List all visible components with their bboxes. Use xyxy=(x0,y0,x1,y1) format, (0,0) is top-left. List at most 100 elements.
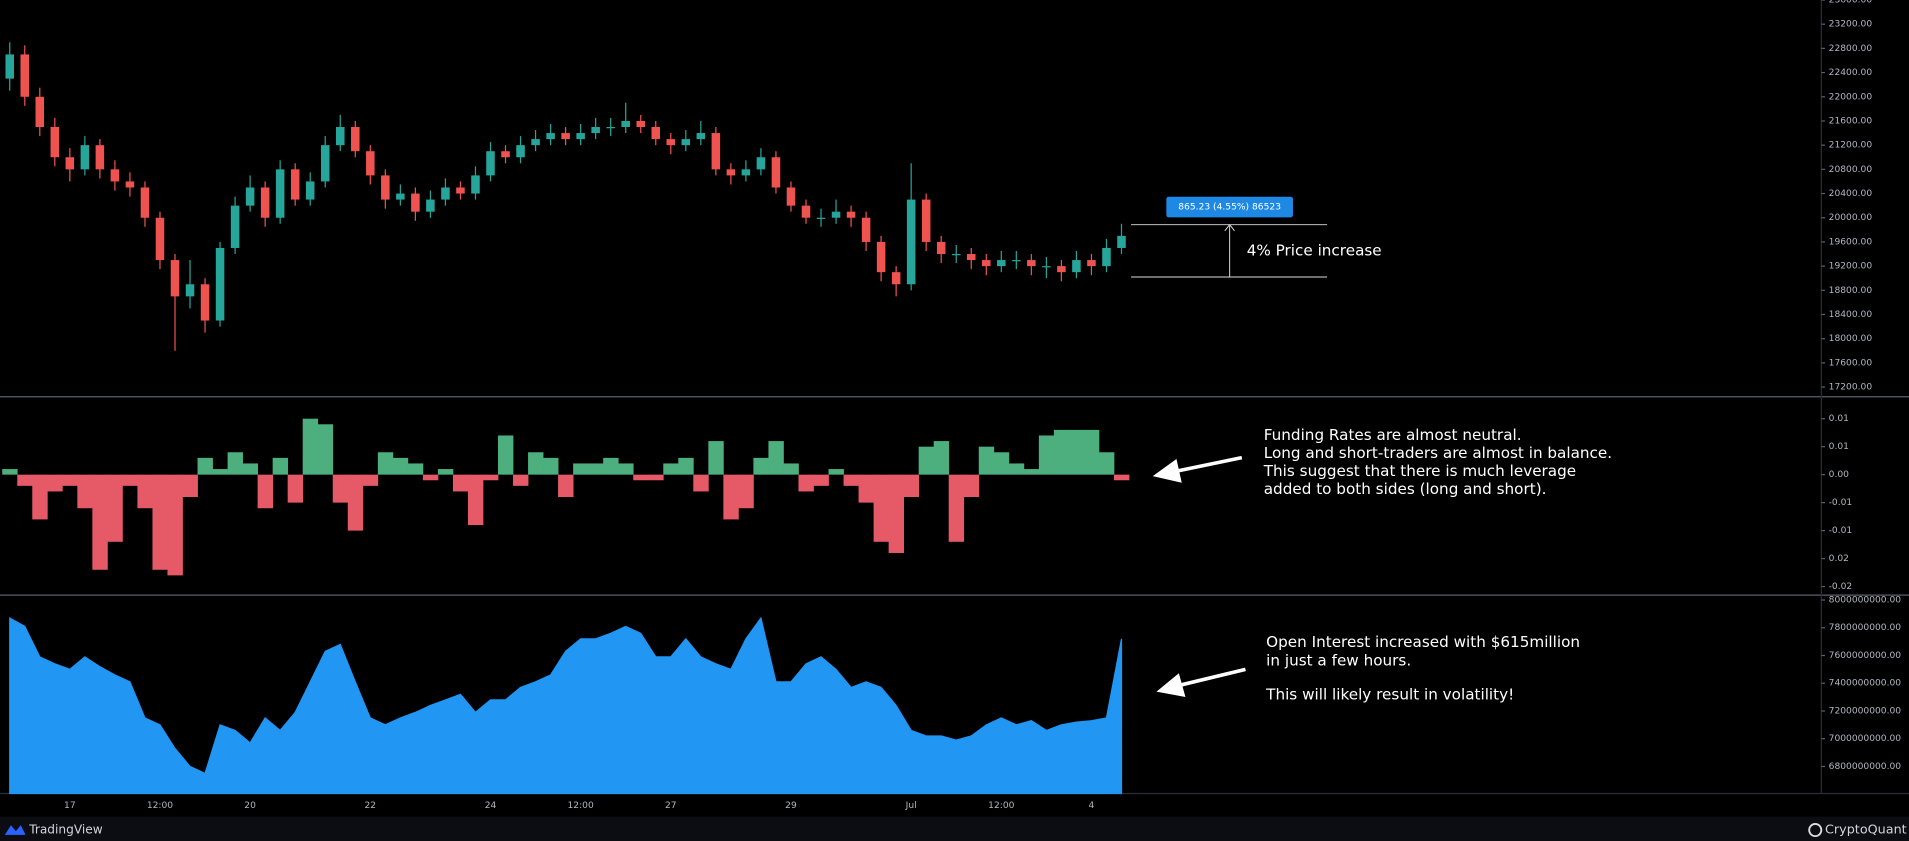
funding-bar xyxy=(783,463,799,475)
funding-bar xyxy=(738,474,754,509)
funding-bar xyxy=(558,474,574,498)
funding-bar xyxy=(317,424,334,475)
funding-bar xyxy=(663,463,679,475)
candle-body xyxy=(801,205,811,218)
funding-bar xyxy=(948,474,965,542)
funding-bar xyxy=(513,474,529,486)
funding-bar xyxy=(227,452,243,475)
candle-body xyxy=(230,205,240,248)
y-tick-label: 23600.00 xyxy=(1829,0,1873,5)
funding-bar xyxy=(32,474,48,520)
y-tick-label: 22000.00 xyxy=(1829,92,1873,102)
funding-bar xyxy=(693,474,709,492)
funding-bar xyxy=(377,452,394,475)
funding-bar xyxy=(287,474,304,503)
candle-body xyxy=(1102,247,1111,267)
arrow-shaft xyxy=(1170,455,1243,475)
y-tick-label: 18800.00 xyxy=(1829,286,1873,296)
funding-bar xyxy=(978,446,995,475)
logo-icon xyxy=(4,823,1823,838)
x-tick-label: 20 xyxy=(244,801,256,811)
funding-bar xyxy=(362,474,379,486)
funding-bar xyxy=(858,474,874,503)
funding-bar xyxy=(933,441,950,475)
y-tick-label: 20800.00 xyxy=(1829,165,1873,175)
candle-body xyxy=(20,54,30,97)
candle-body xyxy=(260,187,270,218)
y-tick-label: 17600.00 xyxy=(1829,358,1873,368)
x-tick-label: 12:00 xyxy=(988,801,1014,811)
funding-bar xyxy=(197,457,213,475)
y-tick-label: 21600.00 xyxy=(1829,116,1873,126)
y-tick-label: 0.01 xyxy=(1829,442,1849,452)
candle-body xyxy=(756,157,766,170)
arrow-head xyxy=(1156,673,1186,697)
funding-bar xyxy=(407,463,424,475)
candle-body xyxy=(200,284,210,321)
y-tick-label: 18400.00 xyxy=(1829,310,1873,320)
candle-body xyxy=(921,199,931,242)
funding-bar xyxy=(588,463,604,475)
candle-body xyxy=(275,169,285,218)
candle-body xyxy=(95,145,105,170)
candle-body xyxy=(155,217,165,261)
funding-bar xyxy=(993,452,1010,475)
annotation: in just a few hours. xyxy=(1266,651,1411,669)
candle-body xyxy=(245,187,255,206)
funding-bar xyxy=(272,457,289,475)
candle-body xyxy=(906,199,916,285)
candle-body xyxy=(516,145,525,158)
y-tick-label: 23200.00 xyxy=(1829,20,1873,30)
candle-body xyxy=(411,193,420,212)
candle-body xyxy=(771,157,781,188)
funding-bar xyxy=(1023,469,1040,475)
candle-body xyxy=(426,199,435,212)
candle-body xyxy=(531,139,540,146)
funding-bar xyxy=(1053,429,1070,475)
candle-body xyxy=(651,127,661,140)
funding-bar xyxy=(1098,452,1115,475)
arrow xyxy=(1152,455,1243,483)
measure-note: 4% Price increase xyxy=(1247,241,1382,259)
funding-bar xyxy=(543,457,559,475)
funding-bar xyxy=(212,469,228,475)
y-tick-label: 0.02 xyxy=(1829,554,1849,564)
candle-body xyxy=(501,151,510,158)
funding-bar xyxy=(122,474,138,486)
candle-body xyxy=(1087,260,1096,267)
y-tick-label: 18000.00 xyxy=(1829,334,1873,344)
funding-bar xyxy=(182,474,198,498)
candle-body xyxy=(170,260,180,297)
candle-body xyxy=(140,187,150,218)
y-tick-label: 0.01 xyxy=(1829,414,1849,424)
candle-body xyxy=(816,217,826,219)
candle-body xyxy=(606,127,615,129)
annotation: added to both sides (long and short). xyxy=(1264,480,1547,498)
candle-body xyxy=(35,96,45,128)
candle-body xyxy=(831,211,841,218)
candle-body xyxy=(185,284,195,297)
funding-bar xyxy=(723,474,739,520)
y-tick-label: 7200000000.00 xyxy=(1829,706,1902,716)
funding-bar xyxy=(498,435,514,475)
candle-body xyxy=(997,260,1006,267)
logo-shape xyxy=(4,825,26,835)
funding-bar xyxy=(1068,429,1085,475)
footer-right: CryptoQuant xyxy=(1825,823,1907,838)
candle-body xyxy=(215,247,225,321)
logo-shape xyxy=(1808,823,1823,838)
arrow-shaft xyxy=(1174,667,1246,689)
funding-bar xyxy=(1113,474,1130,481)
candle-body xyxy=(561,133,570,140)
funding-bar xyxy=(648,474,664,481)
annotation: Open Interest increased with $615million xyxy=(1266,633,1580,651)
candle-body xyxy=(381,175,390,200)
candle-body xyxy=(5,54,15,79)
funding-bar xyxy=(753,457,769,475)
candle-body xyxy=(1057,266,1066,273)
x-tick-label: 29 xyxy=(785,801,797,811)
y-tick-label: 21200.00 xyxy=(1829,141,1873,151)
y-tick-label: 6800000000.00 xyxy=(1829,762,1902,772)
